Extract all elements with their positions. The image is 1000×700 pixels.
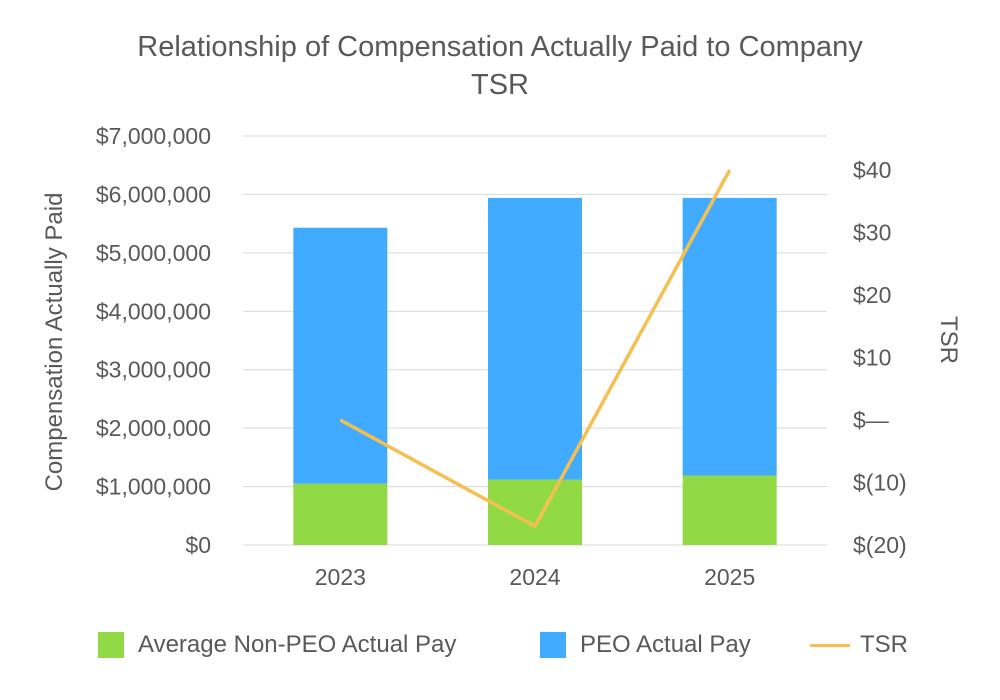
y-tick-label: $4,000,000 (96, 298, 211, 324)
y2-tick-label: $(20) (853, 532, 907, 558)
legend-swatch-peo (540, 632, 566, 658)
y-tick-label: $0 (185, 532, 211, 558)
legend-label-tsr: TSR (860, 631, 908, 658)
bar-peo (488, 197, 582, 480)
legend-item-tsr: TSR (810, 620, 908, 670)
y-tick-label: $5,000,000 (96, 240, 211, 266)
y2-tick-label: $40 (853, 157, 891, 183)
bar-peo (682, 197, 777, 476)
bar-non-peo (682, 475, 777, 545)
y-tick-label: $7,000,000 (96, 123, 211, 149)
bar-series (293, 197, 777, 545)
legend-label-peo: PEO Actual Pay (580, 631, 751, 658)
legend: Average Non-PEO Actual Pay PEO Actual Pa… (0, 620, 1000, 670)
y-axis-label: Compensation Actually Paid (41, 193, 68, 492)
legend-item-non-peo: Average Non-PEO Actual Pay (98, 620, 456, 670)
chart-plot: $0 $1,000,000 $2,000,000 $3,000,000 $4,000,0… (41, 123, 962, 590)
y-tick-label: $6,000,000 (96, 181, 211, 207)
y-tick-label: $2,000,000 (96, 415, 211, 441)
bar-non-peo (488, 479, 582, 545)
x-axis-ticks: 2023 2024 2025 (315, 564, 756, 590)
y2-tick-label: $(10) (853, 470, 907, 496)
right-axis-ticks: $(20) $(10) $— $10 $20 $30 $40 (853, 157, 907, 558)
tsr-line (339, 169, 732, 529)
y2-tick-label: $— (853, 407, 889, 433)
legend-swatch-tsr (810, 643, 850, 647)
bar-non-peo (293, 483, 388, 545)
chart-title-line-1: Relationship of Compensation Actually Pa… (137, 31, 863, 63)
x-tick-label: 2024 (509, 564, 560, 590)
legend-item-peo: PEO Actual Pay (540, 620, 751, 670)
y2-tick-label: $20 (853, 282, 891, 308)
legend-swatch-non-peo (98, 632, 124, 658)
y2-axis-label: TSR (935, 316, 962, 364)
y-tick-label: $3,000,000 (96, 357, 211, 383)
left-axis-ticks: $0 $1,000,000 $2,000,000 $3,000,000 $4,000,0… (96, 123, 211, 558)
tsr-line-series (339, 169, 732, 529)
y2-tick-label: $30 (853, 220, 891, 246)
x-tick-label: 2025 (704, 564, 755, 590)
bar-peo (293, 227, 388, 484)
y-tick-label: $1,000,000 (96, 474, 211, 500)
chart-title-line-2: TSR (471, 69, 529, 101)
chart-title: Relationship of Compensation Actually Pa… (0, 28, 1000, 104)
legend-label-non-peo: Average Non-PEO Actual Pay (138, 631, 457, 658)
y2-tick-label: $10 (853, 345, 891, 371)
x-tick-label: 2023 (315, 564, 366, 590)
